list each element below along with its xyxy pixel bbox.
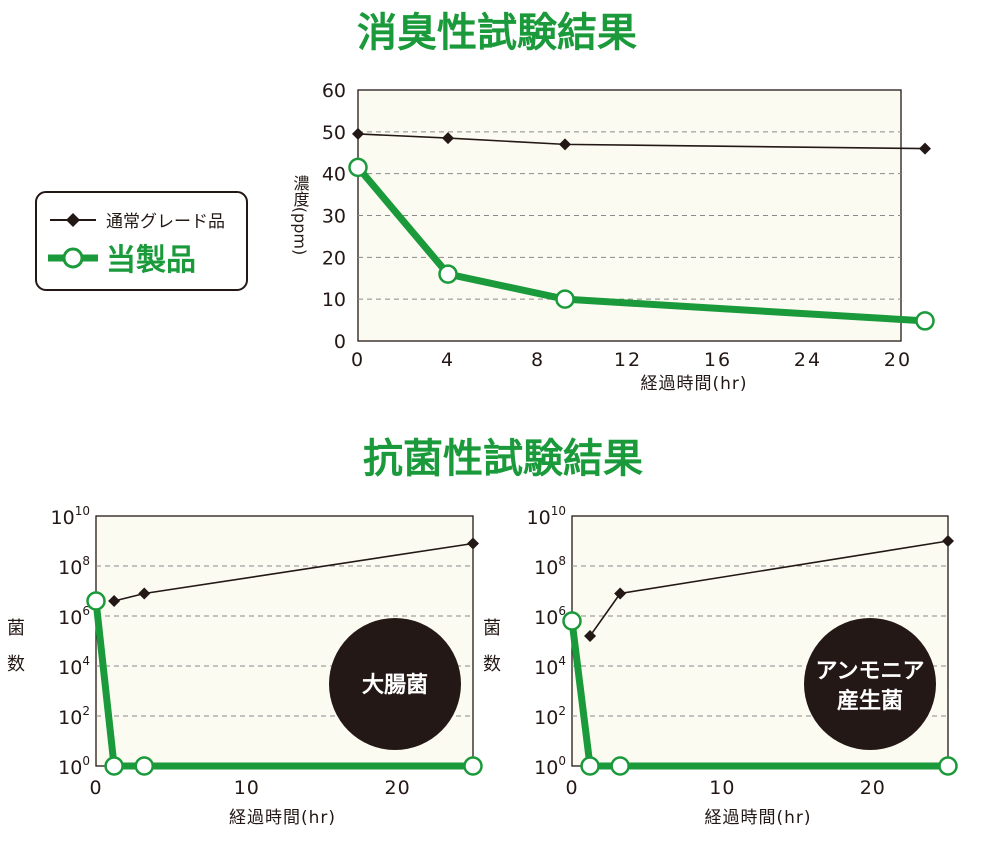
ecoli-product-point-1: [104, 756, 124, 776]
deodorant-x-tick-label-0: 0: [351, 349, 365, 371]
ammonia-y-tick-label-0: 100: [534, 754, 566, 779]
ammonia-regular-point-2: [942, 535, 954, 547]
ammonia-product-line: [568, 620, 948, 770]
ammonia-x-tick-label-1: 10: [709, 777, 735, 799]
ecoli-x-axis-label: 経過時間(hr): [229, 808, 336, 828]
deodorant-product-point-1: [438, 264, 458, 284]
deodorant-product-point-2: [555, 289, 575, 309]
ammonia-product-point-3: [938, 756, 958, 776]
ecoli-y-tick-label-3: 106: [58, 604, 90, 629]
deodorant-x-tick-label-1: 4: [441, 349, 455, 371]
deodorant-y-tick-label-1: 10: [322, 289, 346, 311]
deodorant-y-tick-label-6: 60: [322, 80, 346, 102]
ecoli-regular-point-1: [138, 587, 151, 600]
deodorant-y-tick-label-0: 0: [334, 331, 346, 353]
deodorant-y-tick-label-4: 40: [322, 164, 346, 186]
legend-regular-label: 通常グレード品: [106, 212, 225, 232]
ammonia-product-point-2: [610, 756, 630, 776]
ecoli-y-tick-label-4: 108: [58, 554, 90, 579]
ammonia-y-tick-label-5: 1010: [527, 504, 566, 529]
legend-frame: [35, 191, 248, 291]
ammonia-regular-point-1: [614, 587, 627, 600]
ammonia-y-axis-label-char-0: 菌: [483, 618, 501, 639]
ecoli-regular-point-2: [467, 537, 479, 550]
ecoli-regular-point-0: [108, 595, 121, 607]
ecoli-x-tick-label-0: 0: [89, 777, 102, 799]
deodorant-regular-point-2: [559, 138, 571, 151]
ammonia-y-tick-label-2: 104: [534, 654, 566, 679]
ammonia-y-axis-label-char-1: 数: [483, 654, 501, 675]
ecoli-product-point-2: [134, 756, 155, 776]
ammonia-chart: 100 102 104 106 108 1010 0 10 20 経過時間(hr) 菌数 アンモニア産…: [483, 504, 958, 828]
deodorant-x-tick-label-4: 16: [704, 349, 732, 371]
deodorant-x-tick-label-3: 12: [614, 349, 642, 371]
deodorant-chart: 0 10 20 30 40 50 60 0 4 8 12 16 24 20 経過時間(hr) 濃度(ppm): [291, 80, 935, 394]
deodorant-product-point-0: [348, 157, 368, 178]
ammonia-badge-label-0: アンモニア: [815, 659, 924, 684]
ammonia-y-tick-label-3: 106: [534, 604, 566, 629]
legend: 通常グレード品 当製品: [35, 191, 248, 291]
deodorant-x-tick-label-2: 8: [531, 349, 545, 371]
legend-regular-marker: [66, 213, 80, 227]
ecoli-product-point-0: [86, 591, 106, 611]
deodorant-y-axis-label: 濃度(ppm): [291, 175, 310, 255]
deodorant-product-point-3: [915, 311, 935, 331]
legend-product-label: 当製品: [106, 243, 196, 278]
ecoli-product-line: [92, 600, 473, 770]
ecoli-x-tick-label-2: 20: [385, 777, 411, 799]
deodorant-x-tick-label-6: 20: [884, 349, 912, 371]
ecoli-y-tick-label-0: 100: [58, 754, 90, 779]
legend-product-marker: [62, 247, 84, 269]
deodorant-x-axis-label: 経過時間(hr): [640, 374, 747, 394]
ammonia-product-point-0: [562, 611, 582, 631]
deodorant-x-tick-label-5: 24: [794, 349, 822, 371]
deodorant-product-line: [355, 165, 926, 325]
deodorant-regular-point-3: [919, 142, 931, 155]
ammonia-y-tick-label-4: 108: [534, 554, 566, 579]
ammonia-x-tick-label-0: 0: [565, 777, 578, 799]
ecoli-x-tick-label-1: 10: [234, 777, 260, 799]
ammonia-product-point-1: [580, 756, 600, 776]
deodorant-section-title: 消臭性試験結果: [357, 10, 637, 56]
antibacterial-section-title: 抗菌性試験結果: [363, 436, 643, 482]
deodorant-y-tick-label-3: 30: [322, 206, 346, 228]
deodorant-regular-line: [357, 133, 926, 150]
ecoli-y-tick-label-5: 1010: [51, 504, 90, 529]
ecoli-product-point-3: [463, 756, 483, 776]
ammonia-badge-label-1: 産生菌: [837, 688, 903, 714]
ecoli-badge-circle: [329, 618, 461, 750]
ecoli-y-tick-label-2: 104: [58, 654, 90, 679]
ammonia-y-tick-label-1: 102: [534, 704, 566, 729]
ammonia-badge-circle: [804, 618, 936, 750]
ammonia-x-tick-label-2: 20: [860, 777, 886, 799]
ecoli-y-axis-label-char-0: 菌: [7, 618, 25, 639]
deodorant-y-tick-label-5: 50: [322, 122, 346, 144]
ecoli-y-tick-label-1: 102: [58, 704, 90, 729]
deodorant-y-tick-label-2: 20: [322, 247, 346, 269]
deodorant-regular-point-0: [352, 127, 364, 140]
ammonia-regular-point-0: [584, 630, 597, 642]
ammonia-x-axis-label: 経過時間(hr): [704, 808, 811, 828]
deodorant-regular-point-1: [442, 132, 454, 145]
ecoli-y-axis-label-char-1: 数: [7, 654, 25, 675]
ecoli-badge-label-0: 大腸菌: [362, 673, 428, 698]
